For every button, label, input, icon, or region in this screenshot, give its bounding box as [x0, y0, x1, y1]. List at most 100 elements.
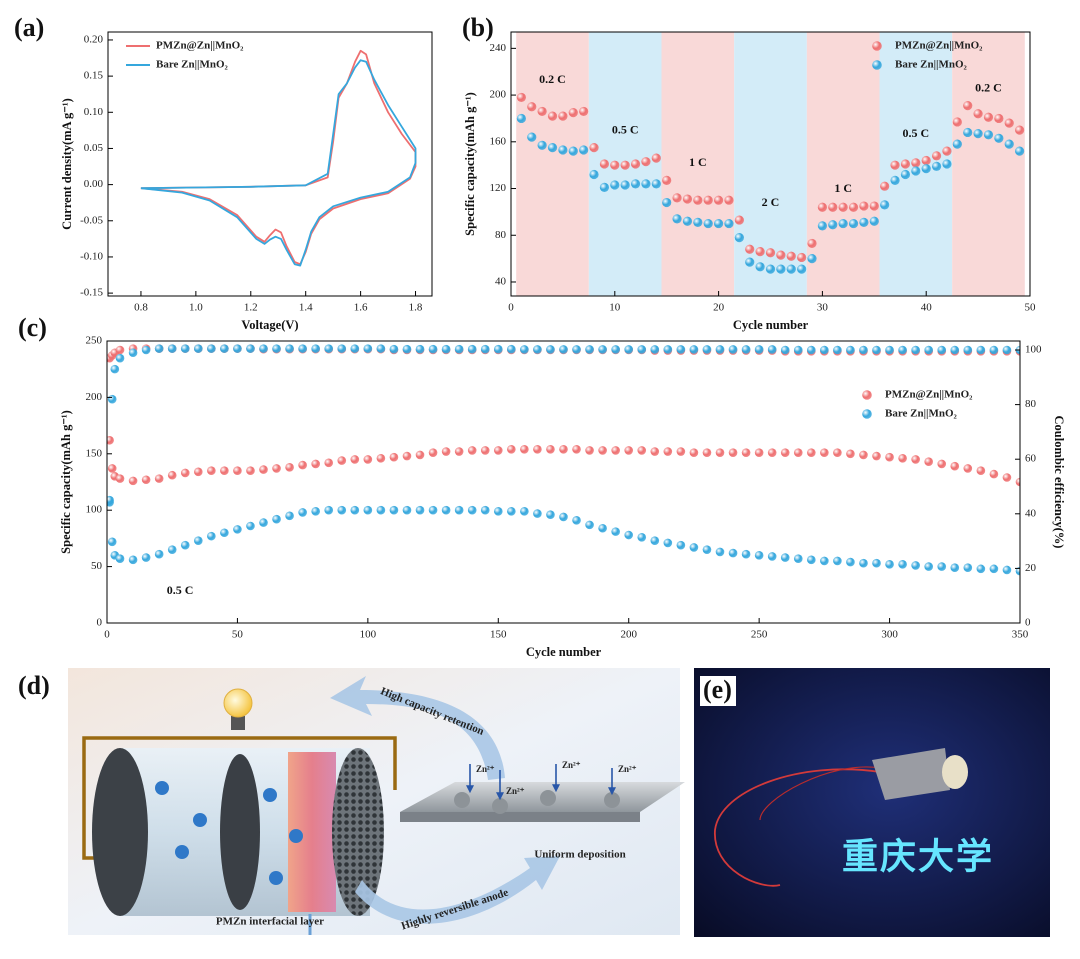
point [780, 345, 790, 355]
x-tick-label: 350 [1012, 629, 1029, 641]
point [128, 555, 138, 565]
point [480, 446, 490, 455]
point [703, 218, 713, 229]
point [846, 557, 855, 567]
point [911, 166, 921, 176]
point [937, 562, 947, 571]
point [994, 133, 1004, 143]
battery-cap [942, 755, 968, 789]
point [872, 345, 881, 355]
point [745, 257, 755, 267]
x-tick-label: 30 [817, 302, 829, 314]
point [963, 345, 973, 355]
point [741, 345, 751, 354]
rate-band [661, 32, 735, 296]
y-axis-label: Specific capacity(mAh g⁻¹) [463, 92, 477, 236]
point [942, 146, 952, 156]
point [389, 505, 399, 515]
x-tick-label: 10 [609, 302, 621, 314]
top-arrow [330, 676, 505, 780]
point [259, 518, 268, 527]
legend-label: PMZn@Zn||MnO₂ [156, 40, 244, 52]
point [533, 444, 542, 454]
cell-end [92, 748, 148, 916]
point [637, 345, 647, 354]
point [467, 446, 477, 455]
point [337, 456, 347, 465]
point [838, 202, 848, 212]
point [807, 448, 816, 457]
point [976, 345, 986, 355]
point [880, 181, 890, 191]
y-tick-label: 0.20 [84, 33, 104, 45]
point [859, 558, 868, 568]
point [820, 448, 829, 457]
point [767, 448, 777, 457]
point [963, 127, 973, 138]
point [194, 467, 203, 477]
point [547, 111, 558, 121]
point [650, 345, 660, 354]
y-axis-label: Specific capacity(mAh g⁻¹) [59, 410, 73, 554]
point [848, 202, 859, 212]
point [807, 555, 816, 565]
point [976, 466, 986, 476]
rate-label: 1 C [689, 155, 707, 169]
point [924, 345, 933, 355]
point [520, 345, 529, 354]
point [311, 507, 320, 516]
point [807, 345, 816, 355]
point [285, 511, 294, 521]
point [1015, 566, 1020, 576]
point [285, 344, 294, 353]
point [547, 143, 558, 153]
point [817, 202, 828, 212]
point [376, 505, 386, 515]
point [324, 344, 334, 353]
point [885, 345, 894, 355]
point [963, 100, 973, 111]
point [728, 345, 738, 354]
ion [289, 829, 303, 843]
deposition-label: Uniform deposition [534, 849, 625, 861]
point [611, 446, 620, 455]
point [776, 250, 786, 260]
point [298, 508, 307, 517]
point [780, 553, 790, 562]
point [846, 449, 855, 459]
x-tick-label: 1.6 [354, 302, 368, 314]
point [859, 345, 868, 355]
x-tick-label: 300 [881, 629, 898, 641]
red-wire [759, 766, 881, 821]
point [115, 353, 125, 363]
series-line [140, 59, 417, 267]
point [1004, 139, 1014, 149]
point [872, 451, 881, 461]
point [207, 344, 216, 353]
rate-label: 2 C [762, 195, 780, 209]
point [682, 194, 693, 204]
point [624, 446, 634, 455]
y2-axis-label: Coulombic efficiency(%) [1052, 416, 1066, 549]
point [630, 179, 641, 189]
point [428, 505, 438, 515]
y-tick-label: 0.10 [84, 106, 104, 118]
point [537, 106, 547, 117]
point [350, 455, 360, 464]
ion [175, 845, 189, 859]
point [676, 345, 686, 354]
point [337, 505, 347, 515]
point [559, 345, 568, 354]
point [376, 454, 386, 463]
point [950, 461, 960, 471]
point [676, 447, 686, 456]
x-axis-label: Cycle number [526, 645, 602, 659]
point [911, 345, 920, 355]
point [272, 344, 281, 353]
rate-band [806, 32, 880, 296]
point [911, 158, 921, 168]
legend-label: PMZn@Zn||MnO₂ [885, 389, 973, 401]
point [220, 528, 229, 538]
diagram: PMZn interfacial layer High capacity ret… [68, 668, 685, 935]
point [611, 345, 620, 354]
